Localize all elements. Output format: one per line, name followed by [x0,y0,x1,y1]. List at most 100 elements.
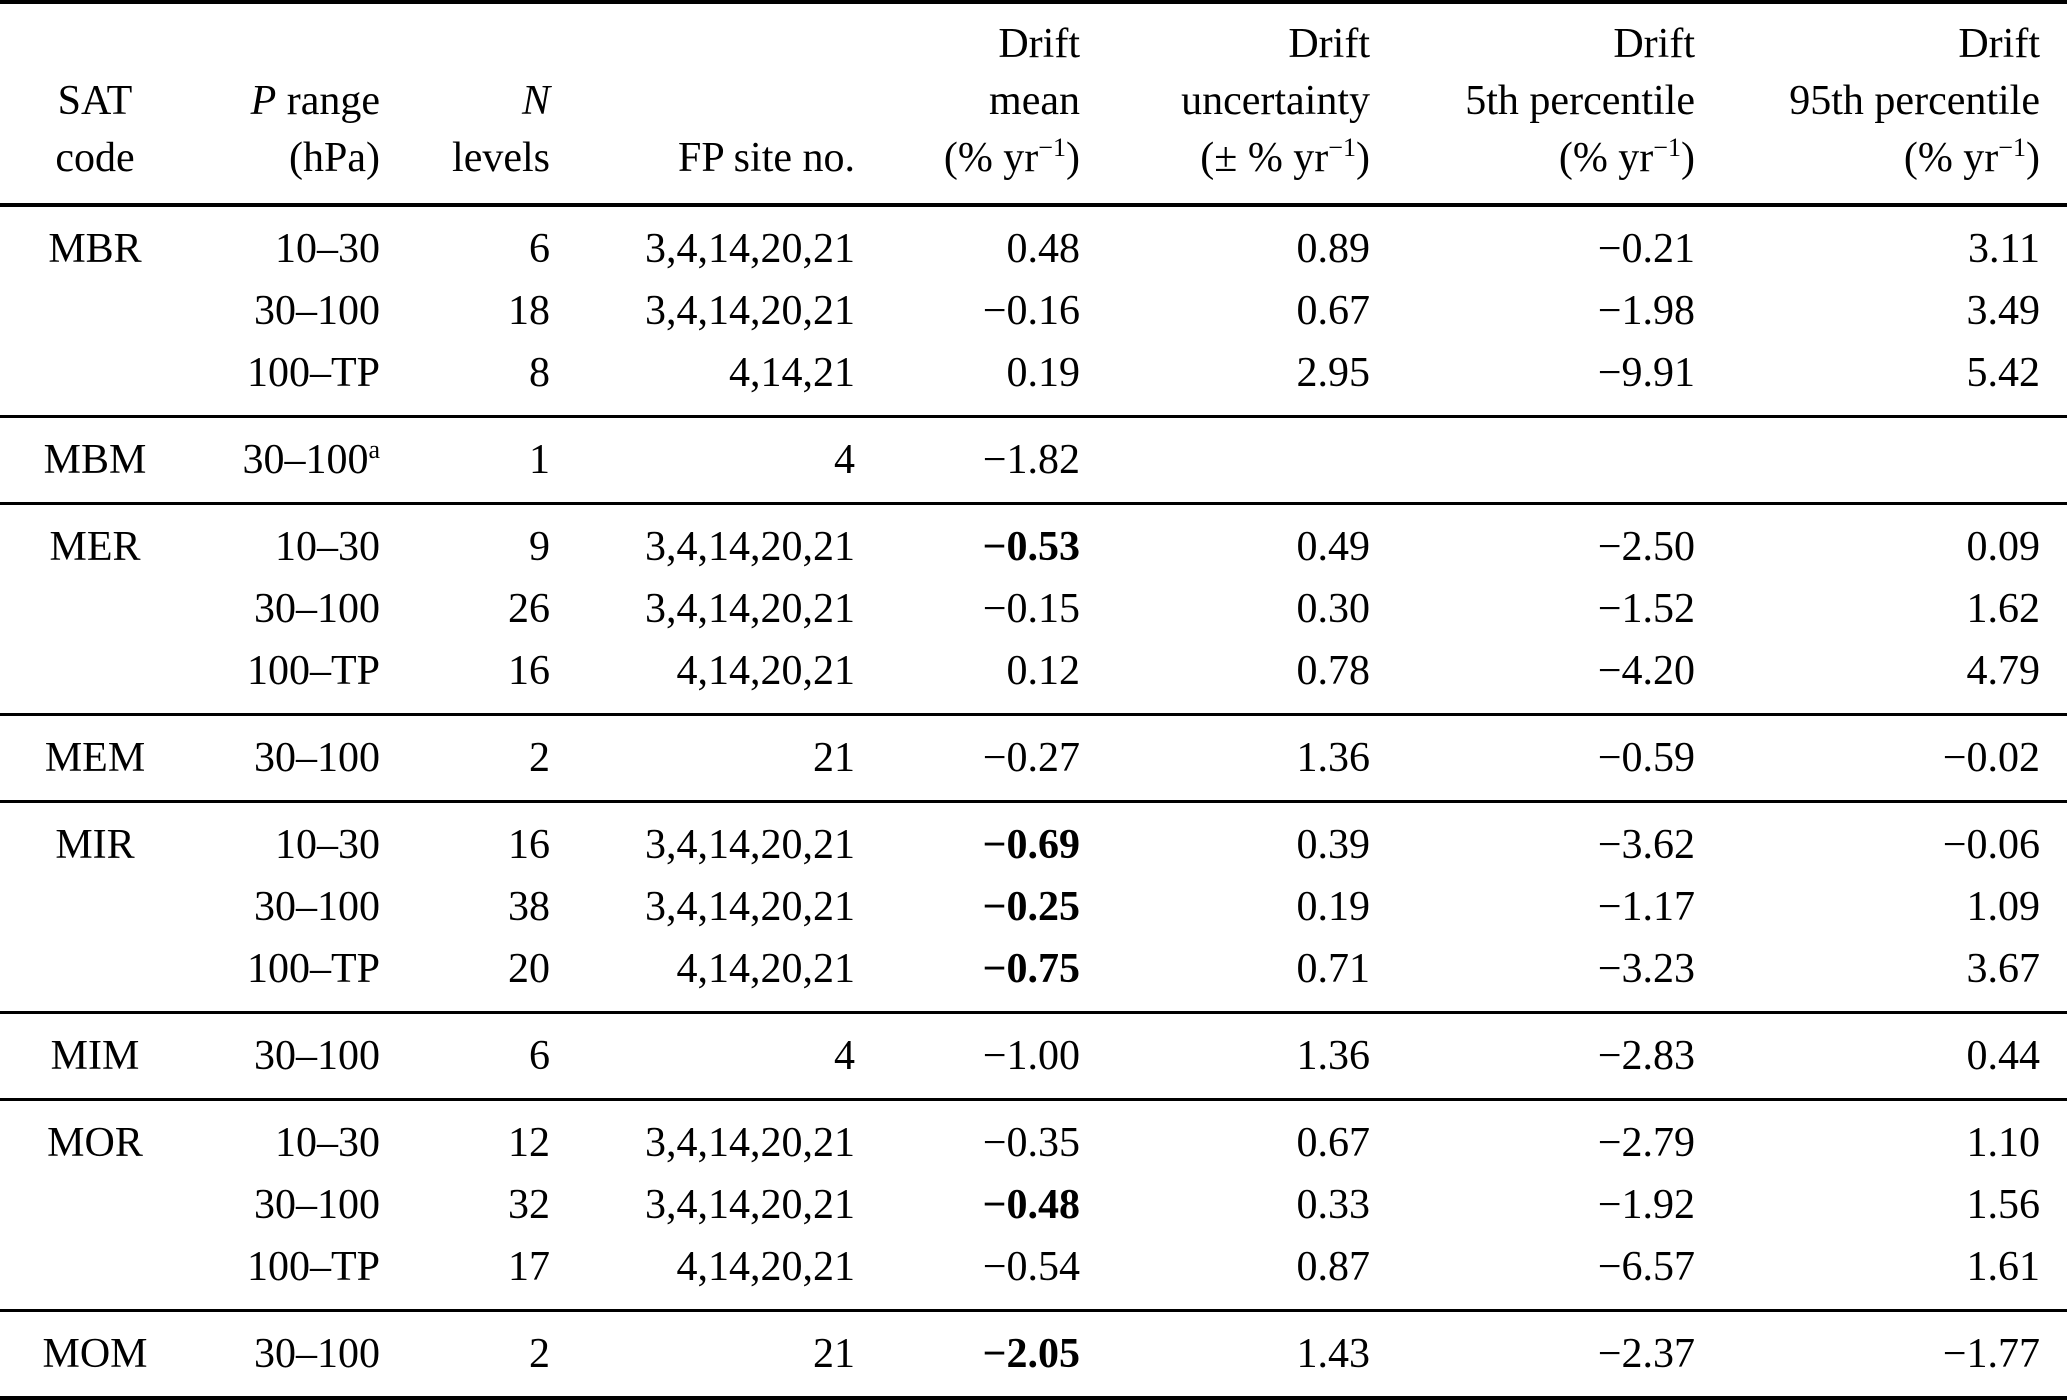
header-unit: (± % yr−1) [1080,130,1370,187]
table-row: 100–TP 8 4,14,21 0.19 2.95 −9.91 5.42 [0,342,2067,417]
table-row: MBM 30–100a 1 4 −1.82 [0,417,2067,504]
drift-uncertainty-cell: 0.19 [1296,884,1371,930]
header-line: mean [989,78,1080,124]
fp-site-cell: 3,4,14,20,21 [645,1120,855,1166]
n-levels-cell: 16 [508,822,550,868]
drift-mean-cell: −0.25 [982,884,1080,930]
drift-5th-percentile-cell: −0.59 [1597,735,1695,781]
drift-5th-percentile-cell: −2.83 [1597,1033,1695,1079]
sat-code-cell [0,1236,190,1311]
drift-uncertainty-cell: 0.67 [1296,288,1371,334]
fp-site-cell: 21 [813,735,855,781]
header-unit: (hPa) [289,135,380,181]
drift-uncertainty-cell: 0.89 [1296,226,1371,272]
p-range-cell: 30–100a [190,417,380,504]
n-levels-cell: 26 [508,586,550,632]
drift-95th-percentile-cell: 1.61 [1966,1244,2041,1290]
p-range-cell: 100–TP [246,1244,380,1290]
table-row: MIM 30–100 6 4 −1.00 1.36 −2.83 0.44 [0,1013,2067,1100]
header-line: code [55,135,135,181]
drift-95th-percentile-cell: 3.49 [1966,288,2041,334]
n-levels-cell: 38 [508,884,550,930]
sat-code-cell: MOR [47,1120,143,1166]
drift-mean-cell: −0.75 [982,946,1080,992]
drift-mean-cell: 0.19 [1006,350,1081,396]
drift-uncertainty-cell [1080,417,1370,504]
drift-95th-percentile-cell: −0.06 [1942,822,2040,868]
p-range-cell: 30–100 [254,1182,380,1228]
n-levels-cell: 16 [508,648,550,694]
drift-95th-percentile-cell: 1.62 [1966,586,2041,632]
drift-uncertainty-cell: 0.71 [1296,946,1371,992]
unit-exponent: −1 [1328,133,1356,162]
table-row: 30–100 26 3,4,14,20,21 −0.15 0.30 −1.52 1.62 [0,578,2067,640]
header-line: levels [452,135,550,181]
drift-95th-percentile-cell: 0.09 [1966,524,2041,570]
drift-95th-percentile-cell: 1.56 [1966,1182,2041,1228]
fp-site-cell: 4,14,20,21 [676,946,856,992]
table-row: MEM 30–100 2 21 −0.27 1.36 −0.59 −0.02 [0,715,2067,802]
drift-uncertainty-cell: 0.39 [1296,822,1371,868]
drift-uncertainty-cell: 1.36 [1296,735,1371,781]
drift-5th-percentile-cell: −1.17 [1597,884,1695,930]
header-text: range [276,78,380,124]
drift-95th-percentile-cell: −0.02 [1942,735,2040,781]
header-drift-mean: Drift mean (% yr−1) [855,2,1080,205]
header-line: uncertainty [1181,78,1370,124]
drift-uncertainty-cell: 1.43 [1296,1331,1371,1377]
fp-site-cell: 3,4,14,20,21 [645,524,855,570]
p-range-cell: 10–30 [275,822,380,868]
drift-5th-percentile-cell: −6.57 [1597,1244,1695,1290]
n-levels-cell: 18 [508,288,550,334]
footnote-marker: a [368,435,380,464]
fp-site-cell: 4,14,20,21 [676,1244,856,1290]
drift-95th-percentile-cell: 4.79 [1966,648,2041,694]
table-row: 30–100 18 3,4,14,20,21 −0.16 0.67 −1.98 3.49 [0,280,2067,342]
sat-code-cell [0,938,190,1013]
p-range-cell: 30–100 [254,735,380,781]
drift-uncertainty-cell: 0.30 [1296,586,1371,632]
sat-code-cell [0,1174,190,1236]
sat-code-cell: MER [49,524,141,570]
drift-95th-percentile-cell [1695,417,2067,504]
header-line: Drift [998,21,1080,67]
p-range-cell: 10–30 [275,1120,380,1166]
sat-code-cell [0,578,190,640]
drift-mean-cell: 0.12 [1006,648,1081,694]
table-group: MIM 30–100 6 4 −1.00 1.36 −2.83 0.44 [0,1012,2067,1100]
n-levels-cell: 9 [529,524,550,570]
drift-uncertainty-cell: 0.78 [1296,648,1371,694]
p-range-cell: 100–TP [246,648,380,694]
drift-uncertainty-cell: 0.67 [1296,1120,1371,1166]
table-group: MEM 30–100 2 21 −0.27 1.36 −0.59 −0.02 [0,714,2067,802]
fp-site-cell: 3,4,14,20,21 [645,586,855,632]
drift-5th-percentile-cell: −1.52 [1597,586,1695,632]
table-row: 30–100 32 3,4,14,20,21 −0.48 0.33 −1.92 1.56 [0,1174,2067,1236]
drift-95th-percentile-cell: 3.67 [1966,946,2041,992]
drift-5th-percentile-cell: −1.98 [1597,288,1695,334]
drift-5th-percentile-cell: −2.37 [1597,1331,1695,1377]
p-range-cell: 30–100 [254,586,380,632]
table-group: MBR 10–30 6 3,4,14,20,21 0.48 0.89 −0.21 3.11 30… [0,205,2067,417]
header-line: Drift [1958,21,2040,67]
table-row: 100–TP 20 4,14,20,21 −0.75 0.71 −3.23 3.67 [0,938,2067,1013]
sat-code-cell: MOM [42,1331,148,1377]
fp-site-cell: 3,4,14,20,21 [645,884,855,930]
drift-uncertainty-cell: 0.87 [1296,1244,1371,1290]
table-row: MOR 10–30 12 3,4,14,20,21 −0.35 0.67 −2.79 1.10 [0,1100,2067,1175]
drift-mean-cell: −2.05 [982,1331,1080,1377]
drift-5th-percentile-cell: −2.79 [1597,1120,1695,1166]
header-line: FP site no. [678,135,855,181]
drift-95th-percentile-cell: 3.11 [1968,226,2040,272]
n-levels-cell: 17 [508,1244,550,1290]
header-unit: (% yr−1) [1370,130,1695,187]
drift-95th-percentile-cell: 0.44 [1966,1033,2041,1079]
table-row: 30–100 38 3,4,14,20,21 −0.25 0.19 −1.17 1.09 [0,876,2067,938]
drift-95th-percentile-cell: 1.10 [1966,1120,2041,1166]
p-range-cell: 100–TP [246,946,380,992]
sat-code-cell [0,876,190,938]
drift-uncertainty-cell: 0.49 [1296,524,1371,570]
fp-site-cell: 3,4,14,20,21 [645,226,855,272]
fp-site-cell: 4 [834,437,855,483]
